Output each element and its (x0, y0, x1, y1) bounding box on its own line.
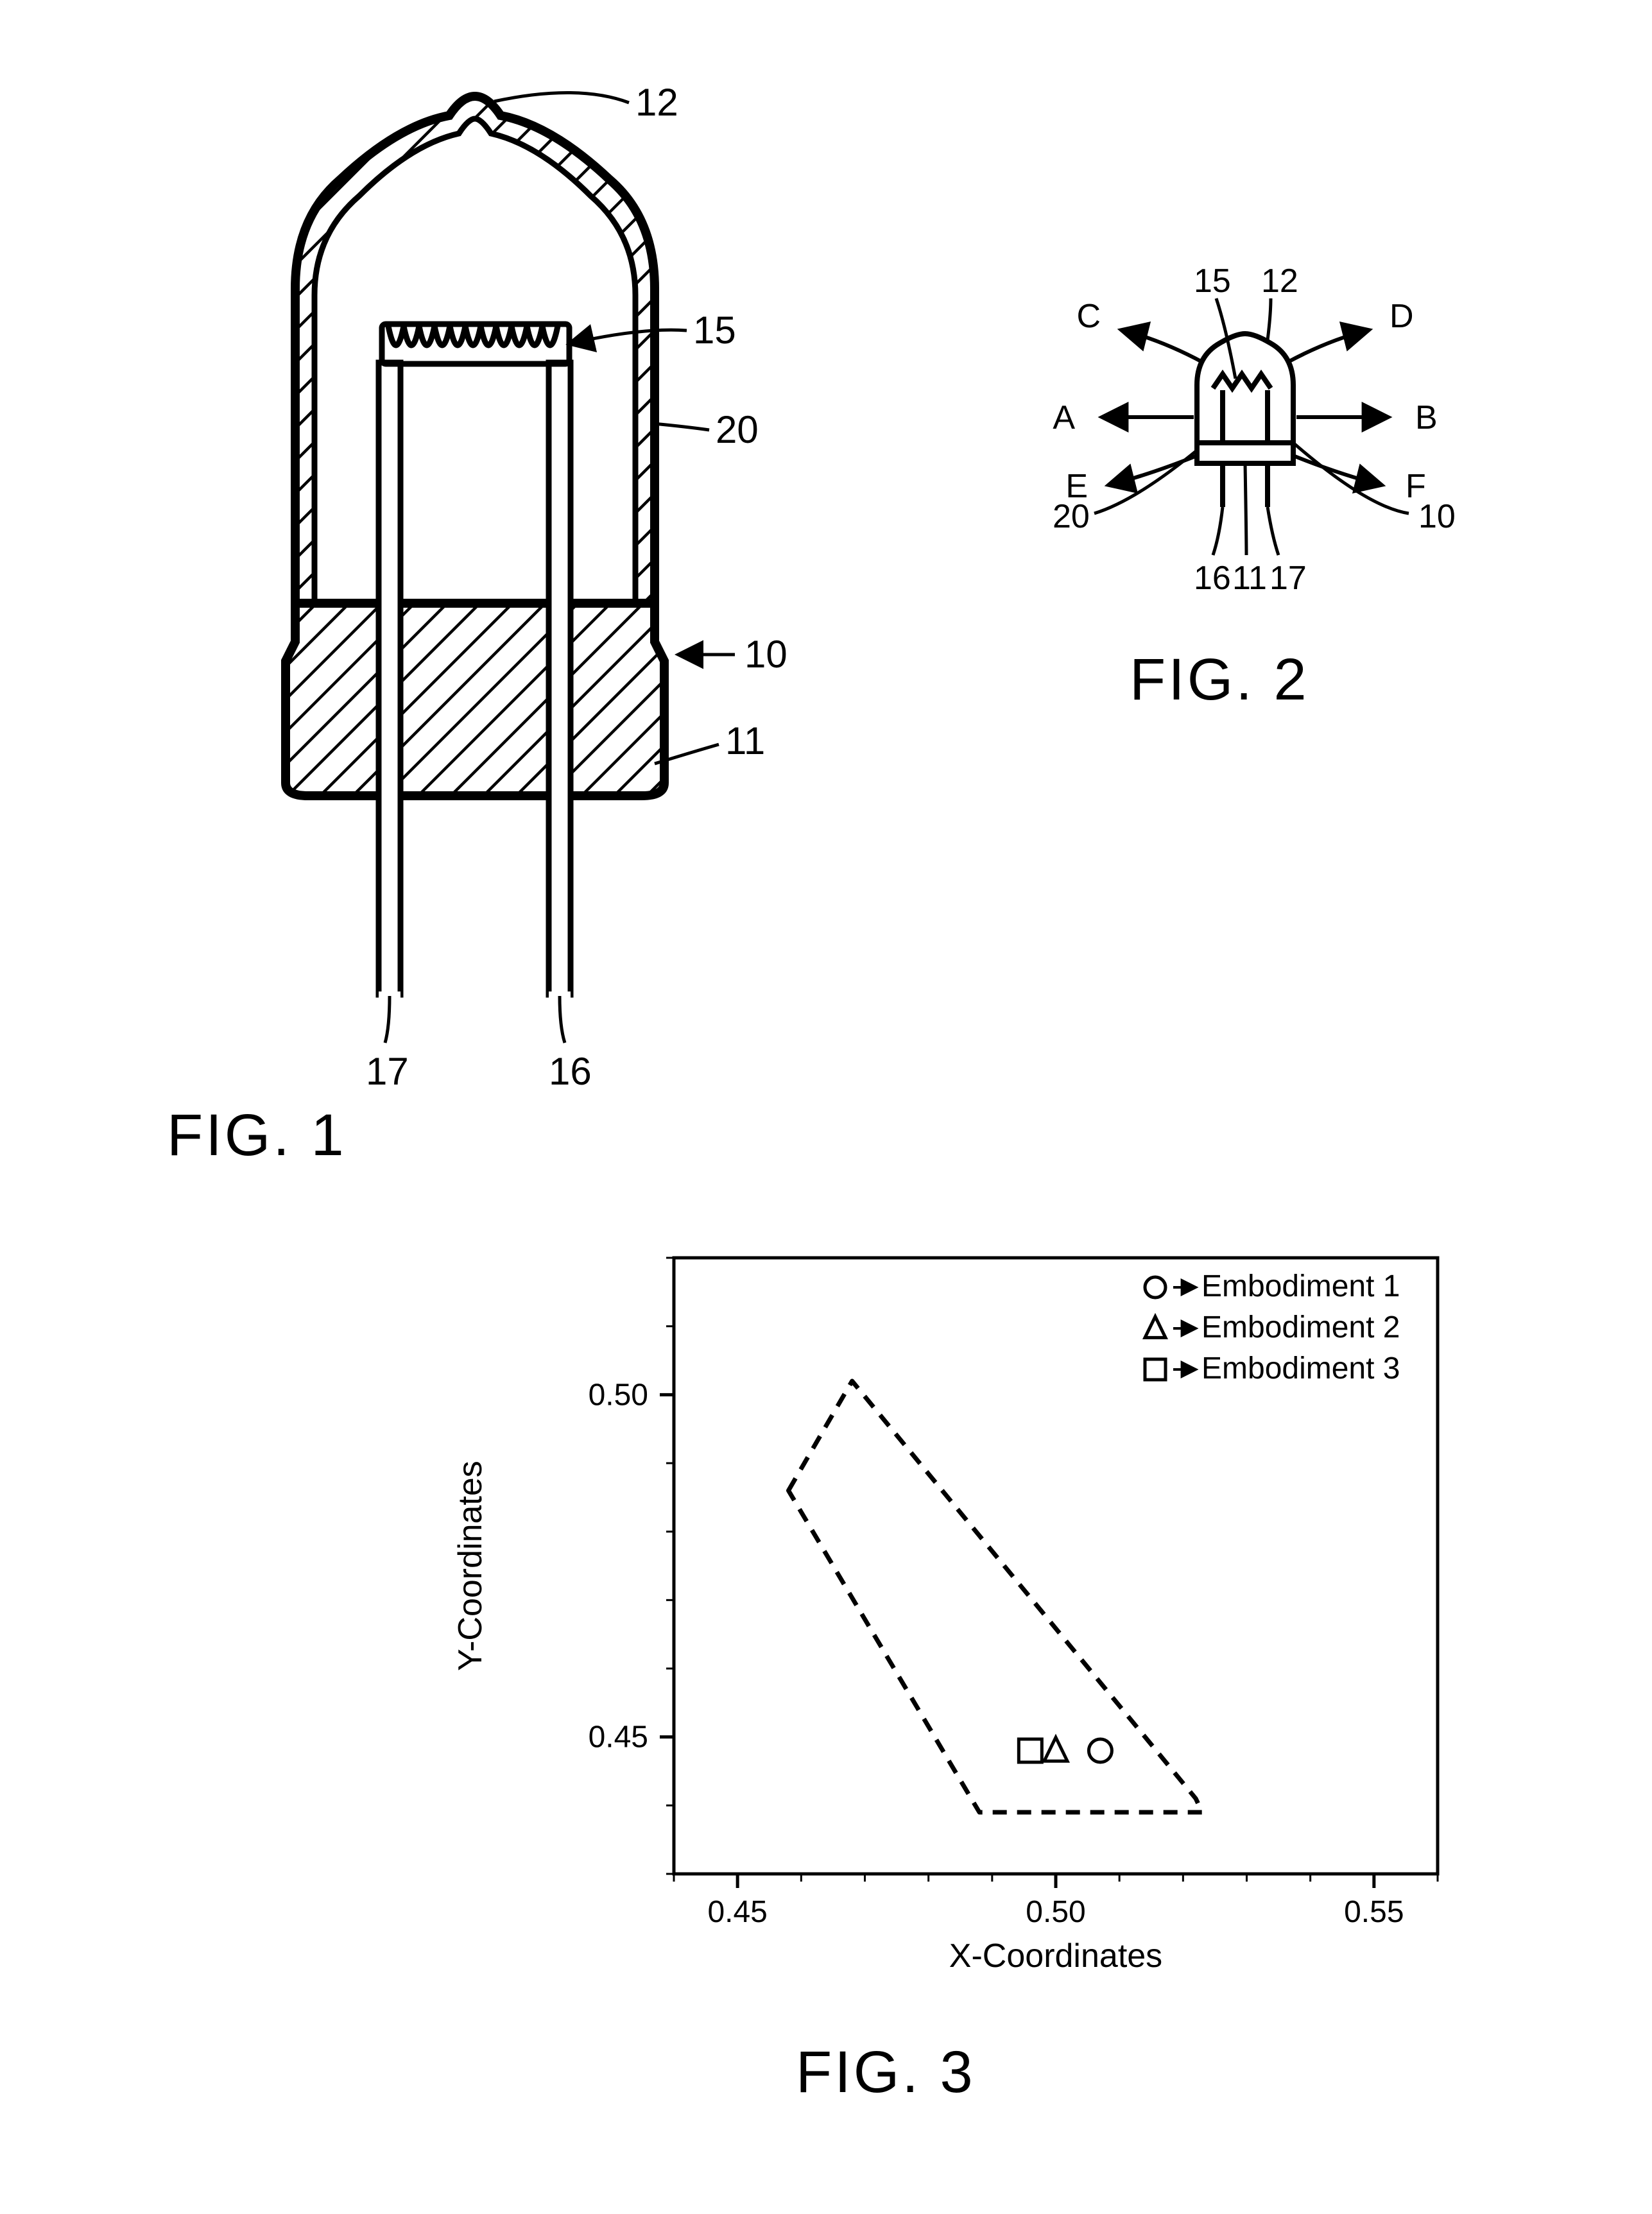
xlabel: X-Coordinates (949, 1937, 1162, 1975)
fig2: A B C D E F 15 12 20 16 11 17 10 FIG. 2 (911, 250, 1553, 764)
ray-A: A (1053, 399, 1075, 436)
legend-label: Embodiment 1 (1201, 1269, 1400, 1303)
fig1-label: FIG. 1 (167, 1103, 347, 1162)
ytick-label: 0.50 (589, 1378, 648, 1412)
fig2-label: FIG. 2 (1130, 647, 1309, 712)
ray-B: B (1415, 399, 1438, 436)
page: 12 15 20 10 11 16 17 FIG. 1 (0, 0, 1652, 2214)
fig1: 12 15 20 10 11 16 17 FIG. 1 (128, 71, 834, 1162)
legend-label: Embodiment 3 (1201, 1352, 1400, 1386)
callout2-16: 16 (1194, 560, 1231, 597)
callout-10: 10 (744, 633, 787, 676)
callout2-12: 12 (1261, 262, 1298, 300)
ylabel: Y-Coordinates (452, 1461, 489, 1671)
plot-frame (674, 1258, 1438, 1874)
xtick-label: 0.55 (1344, 1895, 1404, 1929)
callout2-10: 10 (1418, 498, 1456, 535)
callout2-20: 20 (1053, 498, 1090, 535)
callout-17: 17 (366, 1050, 409, 1093)
callout2-15: 15 (1194, 262, 1231, 300)
callout-11: 11 (725, 719, 765, 762)
callout-20: 20 (716, 408, 759, 451)
callout-15: 15 (693, 309, 736, 352)
callout2-17: 17 (1269, 560, 1307, 597)
base-outline (286, 603, 664, 796)
legend-label: Embodiment 2 (1201, 1310, 1400, 1344)
xtick-label: 0.45 (707, 1895, 767, 1929)
callout-12: 12 (635, 81, 678, 124)
fig3: FIG. 3 0.45 0.50 0.55 0.45 0.50 X-Coordinates… (398, 1219, 1489, 2118)
filament (382, 324, 569, 364)
xtick-label: 0.50 (1026, 1895, 1085, 1929)
callout2-11: 11 (1232, 560, 1267, 597)
coating-hatch (257, 71, 706, 648)
ray-D: D (1390, 298, 1414, 335)
callout-16: 16 (549, 1050, 592, 1093)
fig3-label: FIG. 3 (796, 2039, 976, 2105)
ytick-label: 0.45 (589, 1721, 648, 1755)
ray-C: C (1076, 298, 1101, 335)
